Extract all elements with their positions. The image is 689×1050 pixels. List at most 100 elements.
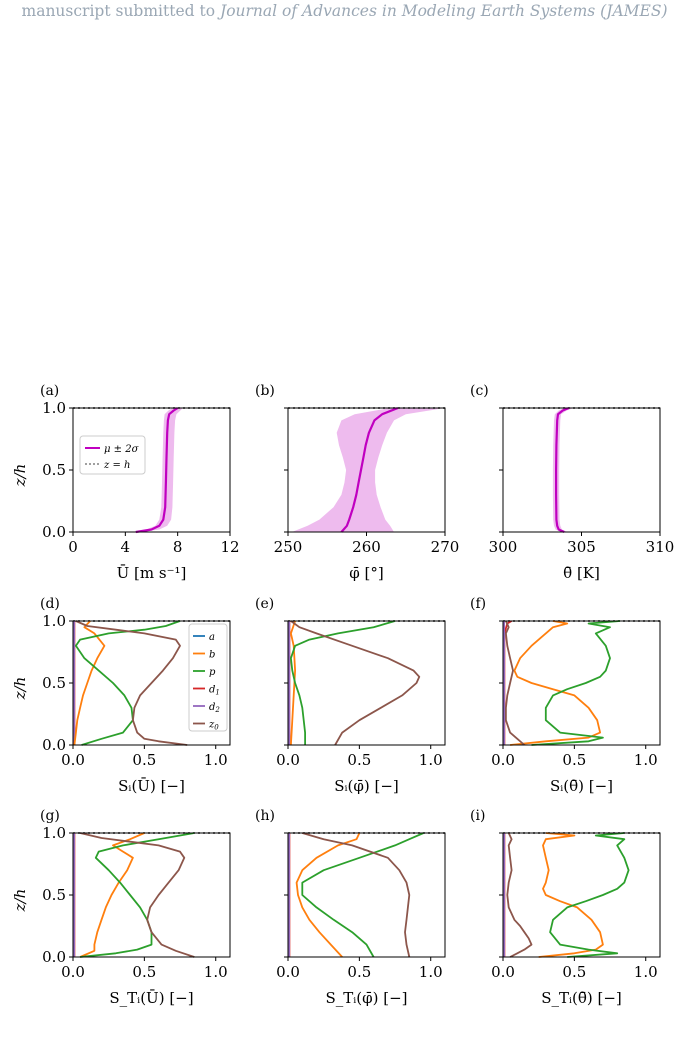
series-b — [79, 832, 145, 958]
y-tick-label: 0.0 — [42, 736, 66, 754]
x-tick-label: 0.0 — [276, 963, 300, 981]
y-tick-label: 1.0 — [42, 399, 66, 417]
series-b — [73, 620, 106, 746]
panel-i: 0.0 0.5 1.0 (i) S_Tᵢ(θ̄) [−] — [470, 808, 661, 1007]
legend-label-d2: d2 — [209, 702, 220, 714]
uncertainty-band — [552, 408, 574, 532]
panel-e: 0.0 0.5 1.0 (e) Sᵢ(φ̄) [−] — [255, 596, 446, 795]
series-mean — [135, 407, 179, 534]
legend-label-p: p — [209, 667, 216, 678]
panel-title: (a) — [40, 383, 59, 399]
x-tick-label: 1.0 — [634, 751, 658, 769]
x-axis-label: Sᵢ(θ̄) [−] — [550, 777, 613, 795]
x-axis-label: θ̄ [K] — [563, 564, 600, 582]
x-tick-label: 0.0 — [276, 751, 300, 769]
y-tick-label: 0.5 — [42, 886, 66, 904]
x-tick-label: 0.0 — [491, 751, 515, 769]
y-tick-label: 1.0 — [42, 824, 66, 842]
legend-label-d1: d1 — [209, 685, 220, 697]
series-z0 — [75, 620, 188, 746]
x-tick-label: 1.0 — [419, 751, 443, 769]
series-p — [549, 832, 630, 958]
journal-header: manuscript submitted to Journal of Advan… — [0, 0, 689, 20]
axes-frame — [287, 832, 446, 958]
header-journal: Journal of Advances in Modeling Earth Sy… — [219, 2, 668, 20]
series-z0 — [506, 832, 533, 958]
panel-title: (g) — [40, 808, 60, 824]
x-axis-label: φ̄ [°] — [349, 564, 383, 582]
y-tick-label: 0.5 — [42, 674, 66, 692]
x-tick-label: 305 — [567, 538, 596, 556]
series-z0 — [290, 620, 421, 746]
x-axis-label: S_Tᵢ(Ū) [−] — [109, 989, 193, 1007]
x-axis-label: Sᵢ(Ū) [−] — [118, 777, 185, 795]
x-tick-label: 250 — [274, 538, 303, 556]
x-axis-label: Sᵢ(φ̄) [−] — [334, 777, 399, 795]
x-axis-label: Ū [m s⁻¹] — [117, 564, 187, 582]
x-tick-label: 1.0 — [204, 963, 228, 981]
legend-label-a: a — [209, 632, 215, 643]
x-tick-label: 0.5 — [132, 963, 156, 981]
panel-title: (e) — [255, 596, 274, 612]
uncertainty-band — [131, 408, 183, 532]
panel-g: 0.0 0.5 1.0 0.0 0.5 1.0 z/h (g) S_Tᵢ(Ū) [−] — [11, 808, 231, 1007]
panel-title: (d) — [40, 596, 60, 612]
x-axis-label: S_Tᵢ(θ̄) [−] — [541, 989, 622, 1007]
axes-frame — [502, 407, 661, 533]
series-b — [510, 620, 601, 746]
series-mean — [555, 406, 570, 534]
panel-d: 0.0 0.5 1.0 0.0 0.5 1.0 z/h (d) Sᵢ(Ū) [−] abp d1 d2… — [11, 596, 231, 795]
x-tick-label: 4 — [121, 538, 131, 556]
series-mean — [340, 406, 399, 533]
y-axis-label: z/h — [11, 464, 29, 488]
y-tick-label: 0.0 — [42, 523, 66, 541]
series-p — [80, 832, 195, 958]
y-tick-label: 1.0 — [42, 612, 66, 630]
series-p — [290, 620, 396, 745]
x-tick-label: 0.0 — [61, 963, 85, 981]
header-prefix: manuscript submitted to — [21, 2, 216, 20]
x-tick-label: 1.0 — [634, 963, 658, 981]
x-tick-label: 8 — [173, 538, 183, 556]
x-tick-label: 0.0 — [491, 963, 515, 981]
y-tick-label: 0.5 — [42, 461, 66, 479]
legend-mean-label: μ ± 2σ — [104, 444, 140, 455]
x-tick-label: 0.5 — [562, 963, 586, 981]
series-z0 — [79, 832, 195, 958]
y-axis-label: z/h — [11, 889, 29, 913]
x-tick-label: 1.0 — [204, 751, 228, 769]
series-z0 — [505, 620, 525, 746]
y-axis-label: z/h — [11, 677, 29, 701]
x-tick-label: 1.0 — [419, 963, 443, 981]
panel-b: 250 260 270 (b) φ̄ [°] — [255, 383, 459, 582]
legend-box — [188, 623, 228, 732]
axes-frame — [502, 832, 661, 958]
x-tick-label: 0.5 — [132, 751, 156, 769]
x-tick-label: 270 — [431, 538, 460, 556]
x-tick-label: 300 — [489, 538, 518, 556]
axes-frame — [502, 620, 661, 746]
panel-title: (b) — [255, 383, 275, 399]
legend-label-b: b — [209, 650, 215, 661]
panel-title: (i) — [470, 808, 485, 824]
series-b — [538, 832, 604, 958]
x-tick-label: 310 — [646, 538, 675, 556]
x-tick-label: 0 — [68, 538, 78, 556]
series-p — [75, 620, 181, 746]
x-axis-label: S_Tᵢ(φ̄) [−] — [325, 989, 407, 1007]
x-tick-label: 0.0 — [61, 751, 85, 769]
panel-a: 0 4 8 12 0.0 0.5 1.0 z/h (a) Ū [m s⁻¹] μ ± 2σ z = h — [11, 383, 240, 582]
y-tick-label: 0.0 — [42, 948, 66, 966]
x-tick-label: 0.5 — [562, 751, 586, 769]
legend-box — [79, 435, 146, 475]
x-tick-label: 0.5 — [347, 751, 371, 769]
uncertainty-band — [291, 408, 445, 532]
series-p — [301, 832, 424, 958]
series-p — [531, 620, 621, 746]
panel-title: (c) — [470, 383, 489, 399]
panel-f: 0.0 0.5 1.0 (f) Sᵢ(θ̄) [−] — [470, 596, 661, 795]
legend-ref-label: z = h — [103, 460, 130, 471]
series-b — [290, 620, 296, 746]
legend-label-z0: z0 — [208, 720, 219, 732]
